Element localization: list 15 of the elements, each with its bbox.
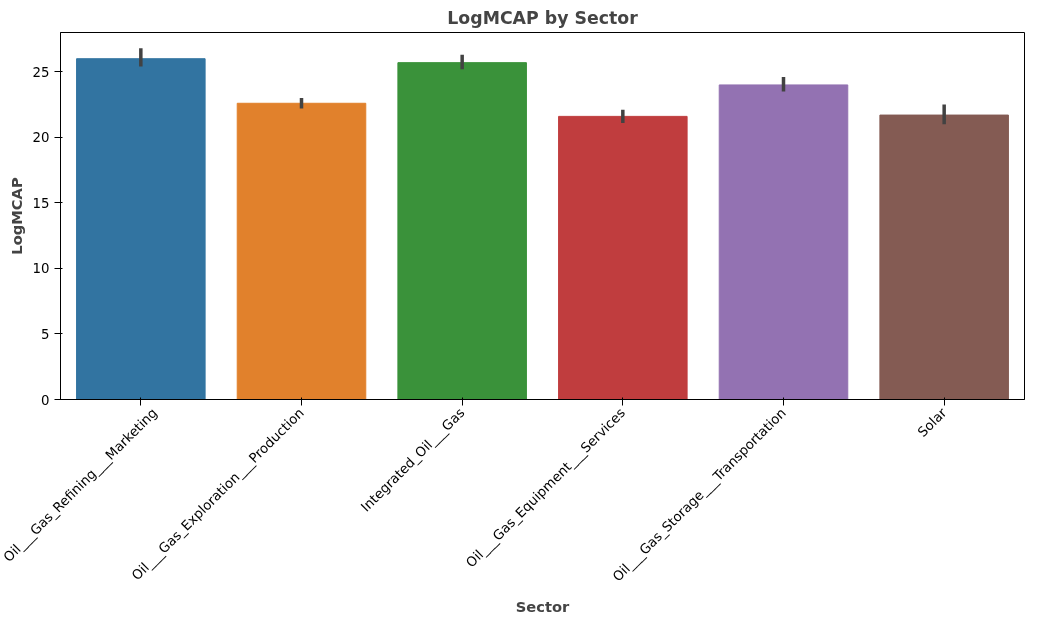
y-tick-label: 15 [32, 195, 50, 211]
y-tick-label: 5 [41, 326, 50, 342]
y-axis-title: LogMCAP [7, 177, 25, 255]
bar [879, 114, 1009, 400]
y-tick-label: 10 [32, 261, 50, 277]
chart-title: LogMCAP by Sector [447, 7, 639, 28]
bar [236, 102, 367, 400]
bar [558, 115, 688, 400]
y-tick-label: 20 [32, 130, 50, 146]
y-tick-label: 25 [32, 64, 50, 80]
bar [718, 84, 849, 400]
y-tick-label: 0 [41, 392, 50, 408]
bar [397, 62, 527, 400]
bar [76, 58, 206, 400]
x-axis-title: Sector [515, 597, 571, 615]
